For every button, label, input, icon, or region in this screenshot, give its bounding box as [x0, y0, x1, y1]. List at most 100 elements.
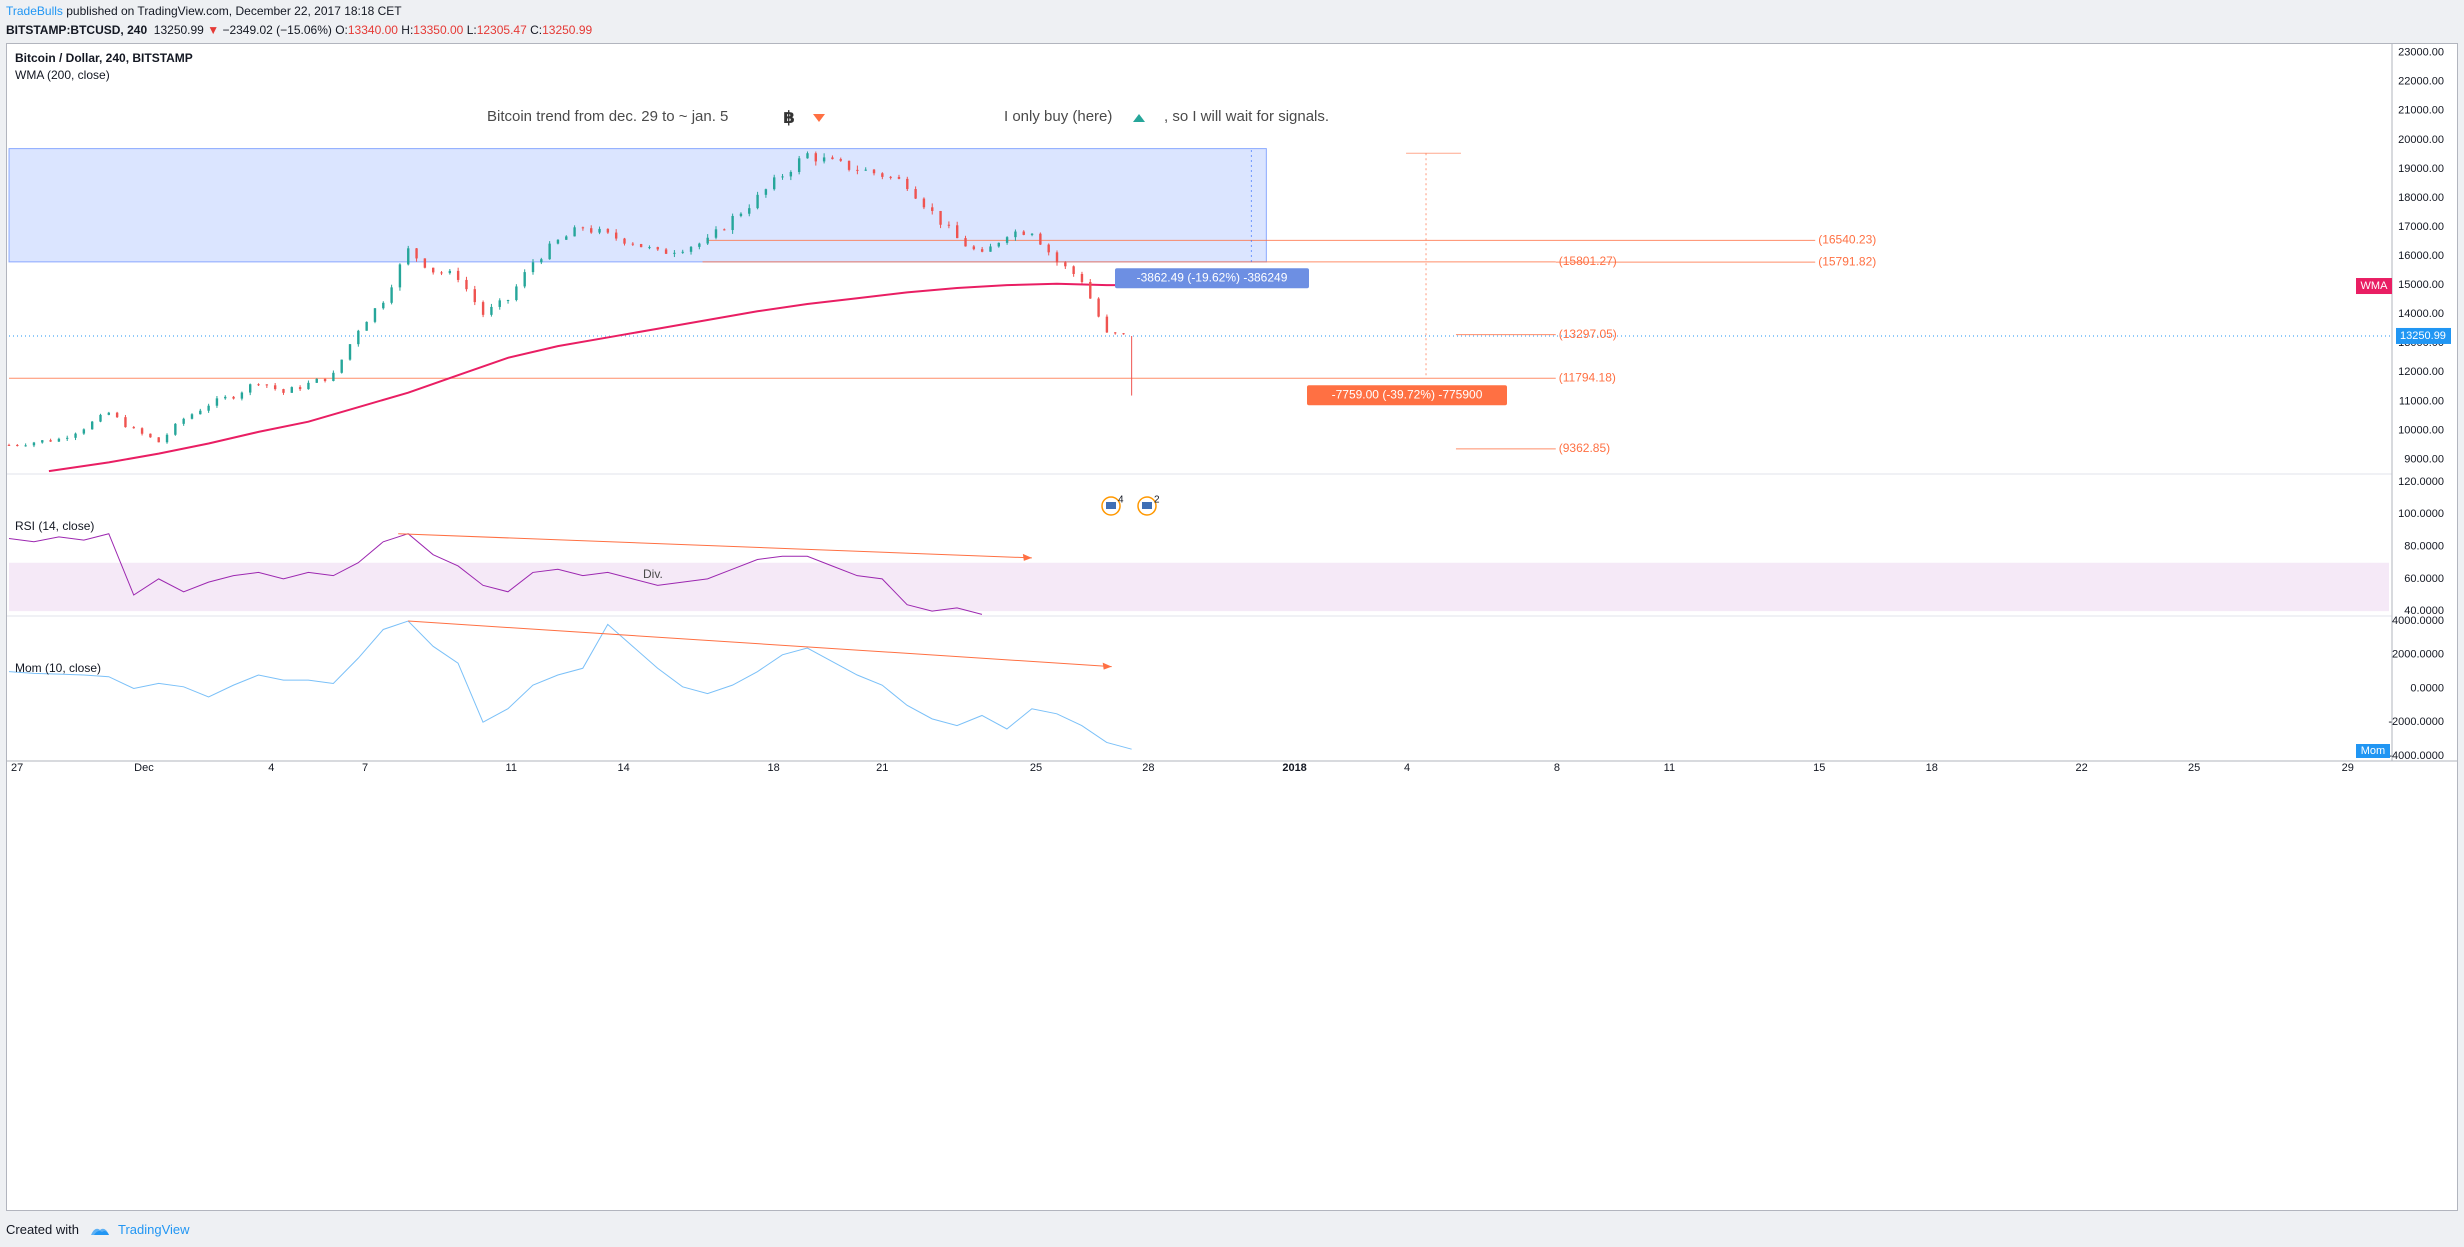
price-tick-label: 15000.00 [2398, 279, 2444, 291]
event-flag-fill [1106, 502, 1116, 509]
momentum-divergence-line [408, 620, 1112, 668]
candle-body [1030, 233, 1034, 235]
momentum-tick-label: 4000.0000 [2392, 615, 2444, 627]
time-tick-label: 18 [767, 762, 779, 774]
wma-line [48, 282, 1132, 473]
last-price: 13250.99 [153, 23, 204, 37]
rsi-annotation: Div. [643, 567, 663, 581]
down-arrow-icon: ▼ [207, 23, 220, 37]
candle-body [872, 169, 876, 174]
candle-body [847, 160, 851, 170]
candle-body [723, 229, 726, 231]
candle-body [448, 270, 452, 274]
rsi-tick-label: 120.0000 [2398, 476, 2444, 488]
candle-body [282, 389, 285, 393]
time-tick-label: 4 [1404, 762, 1410, 774]
tradingview-link[interactable]: TradingView [118, 1222, 190, 1237]
rsi-line [8, 533, 983, 615]
candle-body [864, 169, 867, 171]
high-value: 13350.00 [413, 23, 464, 37]
candle-body [107, 412, 111, 415]
time-tick-label: 7 [362, 762, 368, 774]
candle-body [889, 176, 892, 178]
candle-body [797, 158, 801, 172]
candle-body [99, 414, 102, 422]
time-tick-label: 2018 [1282, 762, 1306, 774]
rsi-tick-label: 100.0000 [2398, 508, 2444, 520]
candle-body [207, 405, 210, 411]
candle-body [332, 372, 335, 381]
candle-body [124, 417, 127, 428]
candle-body [407, 248, 410, 265]
candle-body [1105, 316, 1109, 333]
candle-body [298, 387, 302, 390]
candle-body [515, 286, 518, 301]
candle-body [323, 378, 327, 381]
candle-body [232, 396, 235, 399]
rsi-band [9, 562, 2389, 612]
candle-body [506, 300, 510, 302]
candle-body [373, 308, 377, 322]
chart-canvas[interactable]: (16540.23) (15801.27) (15791.82) (13297.05)… [7, 44, 2457, 1210]
candle-body [1114, 332, 1117, 334]
candle-body [132, 427, 135, 429]
price-tick-label: 9000.00 [2404, 453, 2444, 465]
candle-body [74, 433, 77, 438]
candle-body [822, 157, 826, 162]
chart-area[interactable]: (16540.23) (15801.27) (15791.82) (13297.05)… [6, 43, 2458, 1211]
low-label: L: [466, 23, 477, 37]
time-tick-label: 11 [1664, 762, 1675, 774]
publish-header: TradeBulls published on TradingView.com,… [6, 3, 402, 19]
event-count: 4 [1118, 495, 1124, 506]
time-tick-label: 15 [1813, 762, 1825, 774]
candle-body [7, 444, 11, 446]
momentum-tick-label: -4000.0000 [2388, 750, 2444, 762]
rsi-label: RSI (14, close) [15, 519, 94, 533]
candle-body [82, 429, 86, 434]
chart-title: Bitcoin / Dollar, 240, BITSTAMP [15, 51, 193, 65]
last-price-tag [2396, 327, 2451, 344]
candle-body [490, 306, 493, 315]
candle-body [881, 173, 884, 177]
rsi-tick-label: 40.0000 [2404, 605, 2444, 617]
candle-body [656, 247, 659, 250]
candle-body [664, 249, 668, 254]
candle-body [573, 227, 576, 237]
wma-tag-label: WMA [2361, 280, 2389, 292]
candle-body [773, 177, 776, 190]
candle-body [224, 396, 227, 399]
publish-info: published on TradingView.com, December 2… [62, 4, 402, 18]
author-link[interactable]: TradeBulls [6, 4, 63, 18]
level-label: (13297.05) [1559, 327, 1617, 341]
candle-body [548, 243, 551, 260]
price-tick-label: 12000.00 [2398, 366, 2444, 378]
candle-body [1047, 244, 1050, 253]
candle-body [273, 385, 277, 390]
candle-body [814, 153, 818, 162]
candle-body [49, 440, 52, 442]
candle-body [32, 442, 36, 446]
footer: Created with TradingView [6, 1221, 190, 1239]
open-label: O: [335, 23, 348, 37]
price-tick-label: 18000.00 [2398, 192, 2444, 204]
candle-body [140, 428, 144, 434]
candle-body [240, 392, 244, 399]
time-tick-label: 4 [268, 762, 274, 774]
wma-tag [2356, 278, 2392, 295]
created-with-label: Created with [6, 1222, 79, 1237]
candle-body [972, 246, 976, 250]
candle-body [639, 244, 643, 248]
candle-body [598, 228, 601, 233]
candle-body [165, 434, 169, 443]
candle-body [24, 445, 27, 447]
candle-body [498, 300, 501, 307]
candle-body [390, 287, 393, 303]
candle-body [681, 251, 684, 253]
measure-badge [1115, 268, 1309, 289]
candle-body [581, 227, 585, 229]
level-label: (16540.23) [1818, 233, 1876, 247]
candle-body [590, 228, 593, 233]
candle-body [831, 157, 834, 160]
candle-body [249, 384, 252, 393]
candle-body [365, 321, 368, 331]
